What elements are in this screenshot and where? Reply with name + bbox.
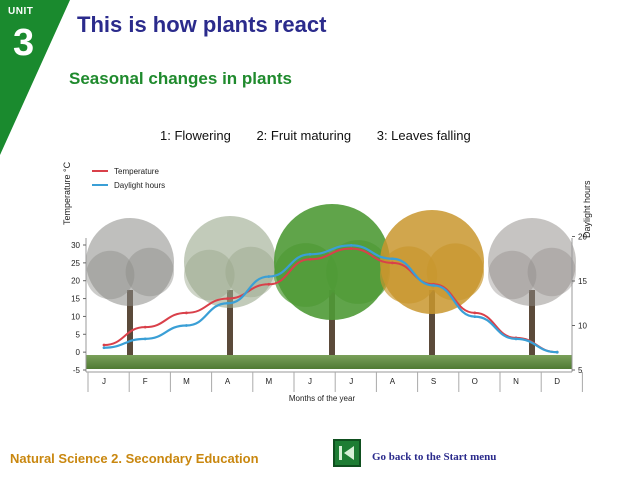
x-axis-label: Months of the year — [289, 394, 356, 403]
data-point-daylight-hours — [555, 350, 559, 354]
y-left-tick-label: 30 — [71, 241, 80, 250]
y-right-tick-label: 5 — [578, 366, 583, 375]
x-tick-label: J — [349, 377, 353, 386]
tree-crown — [86, 218, 174, 306]
y-right-tick-label: 20 — [578, 233, 587, 242]
legend-label: Daylight hours — [114, 181, 165, 190]
x-tick-label: A — [390, 377, 396, 386]
unit-label: UNIT — [8, 6, 34, 17]
tree-trunk — [529, 290, 535, 356]
start-menu-button[interactable] — [333, 439, 361, 467]
data-point-temperature — [226, 297, 230, 300]
data-point-daylight-hours — [143, 337, 147, 341]
y-left-tick-label: 20 — [71, 277, 80, 286]
x-tick-label: N — [513, 377, 519, 386]
y-left-tick-label: 25 — [71, 259, 80, 268]
unit-banner — [0, 0, 70, 155]
chart-axes: -5 0 5 10 15 20 25 30 5 10 15 20 J F M A M J J A S O N D — [71, 233, 587, 392]
y-right-axis-label: Daylight hours — [582, 180, 592, 238]
data-point-temperature — [267, 282, 271, 286]
legend-label: Temperature — [114, 167, 159, 176]
data-point-temperature — [473, 311, 477, 315]
tree-illustrations — [86, 204, 576, 356]
tree-crown — [184, 249, 235, 301]
data-point-daylight-hours — [473, 315, 477, 318]
data-point-temperature — [349, 247, 353, 250]
seasonal-chart: -5 0 5 10 15 20 25 30 5 10 15 20 J F M A M J J A S O N D Temper… — [62, 161, 592, 403]
x-tick-label: S — [431, 377, 436, 386]
tree-trunk — [127, 290, 133, 356]
data-point-daylight-hours — [267, 275, 271, 278]
tree-crown — [488, 250, 537, 300]
ground-strip — [86, 355, 572, 369]
annotation-list: 1: Flowering 2: Fruit maturing 3: Leaves… — [160, 128, 493, 143]
unit-number: 3 — [13, 22, 35, 64]
tree-trunk — [429, 290, 435, 356]
tree-crown — [125, 247, 174, 297]
x-tick-label: J — [308, 377, 312, 386]
data-point-daylight-hours — [102, 346, 106, 350]
x-tick-label: O — [472, 377, 478, 386]
page-title: This is how plants react — [77, 12, 327, 37]
data-point-temperature — [308, 257, 312, 261]
chart-legend: Temperature Daylight hours — [92, 167, 165, 190]
page-subtitle: Seasonal changes in plants — [69, 69, 292, 88]
data-point-daylight-hours — [432, 284, 435, 287]
y-left-axis-label: Temperature °C — [62, 161, 72, 225]
tree-crown — [86, 250, 135, 300]
annotation-flowering: 1: Flowering — [160, 128, 231, 143]
y-left-tick-label: 15 — [71, 295, 80, 304]
data-point-temperature — [143, 325, 147, 329]
data-point-temperature — [102, 343, 106, 347]
tree-trunk — [227, 290, 233, 356]
x-tick-label: F — [143, 377, 148, 386]
data-point-temperature — [185, 311, 188, 315]
y-right-tick-label: 15 — [578, 277, 587, 286]
x-tick-label: M — [265, 377, 272, 386]
data-point-daylight-hours — [308, 252, 312, 256]
x-tick-label: D — [554, 377, 560, 386]
tree-crown — [274, 243, 338, 307]
x-tick-label: M — [183, 377, 190, 386]
y-left-tick-label: 0 — [76, 348, 81, 357]
data-point-daylight-hours — [349, 244, 353, 247]
x-tick-label: J — [102, 377, 106, 386]
y-right-tick-label: 10 — [578, 322, 587, 331]
tree-crown — [527, 247, 576, 297]
data-point-daylight-hours — [514, 337, 518, 341]
back-arrow-icon — [339, 446, 354, 460]
data-point-daylight-hours — [185, 324, 188, 327]
data-point-daylight-hours — [226, 301, 230, 305]
data-point-daylight-hours — [391, 257, 394, 261]
data-point-temperature — [391, 261, 394, 265]
annotation-fruit-maturing: 2: Fruit maturing — [256, 128, 352, 143]
course-footer: Natural Science 2. Secondary Education — [10, 451, 259, 466]
x-tick-label: A — [225, 377, 231, 386]
start-menu-link[interactable]: Go back to the Start menu — [372, 451, 497, 463]
chart-series — [102, 244, 559, 354]
tree-crown — [426, 243, 484, 301]
y-left-tick-label: 10 — [71, 312, 80, 321]
y-left-tick-label: -5 — [73, 366, 81, 375]
tree-trunk — [329, 290, 335, 356]
tree-crown — [488, 218, 576, 306]
tree-crown — [380, 246, 438, 304]
annotation-leaves-falling: 3: Leaves falling — [376, 128, 471, 143]
y-left-tick-label: 5 — [76, 330, 81, 339]
